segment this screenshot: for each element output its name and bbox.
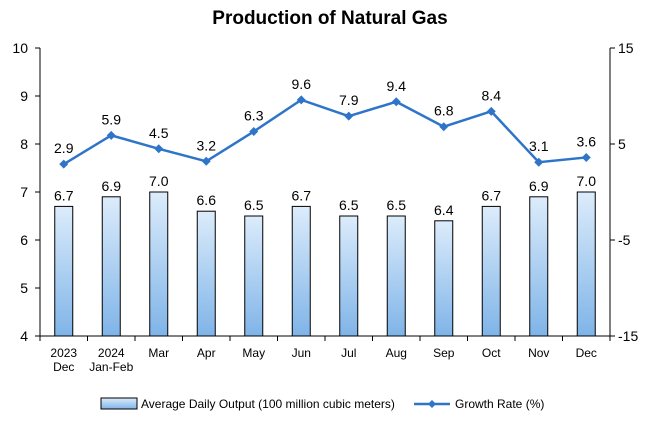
bar-data-label: 6.9 [102,178,122,194]
left-axis-tick-label: 9 [20,88,28,104]
bar-data-label: 6.9 [529,178,549,194]
left-axis-tick-label: 4 [20,328,28,344]
growth-rate-marker [391,97,401,107]
bar [386,215,406,337]
growth-rate-data-label: 6.8 [434,103,454,119]
x-axis-category-label: Nov [528,346,549,360]
growth-rate-marker [486,106,496,116]
x-axis-category-label: Oct [482,346,501,360]
bar [54,205,74,337]
growth-rate-marker [534,157,544,167]
growth-rate-line [63,98,587,166]
x-axis-category-label: Jan-Feb [89,360,133,374]
bar-data-label: 6.5 [339,197,359,213]
legend-bar-swatch [100,397,138,410]
bar-data-label: 6.4 [434,202,454,218]
bar-data-label: 6.5 [387,197,407,213]
left-axis-tick-label: 7 [20,184,28,200]
growth-rate-data-label: 9.6 [292,76,312,92]
left-axis-tick-label: 6 [20,232,28,248]
growth-rate-data-label: 6.3 [244,108,264,124]
growth-rate-data-label: 8.4 [482,87,502,103]
legend-line-marker [428,400,436,408]
x-axis-category-label: 2024 [98,346,125,360]
left-axis-tick-label: 10 [12,40,28,56]
x-axis-category-label: Apr [197,346,216,360]
growth-rate-data-label: 3.6 [577,133,597,149]
growth-rate-marker [296,95,306,105]
growth-rate-marker [439,122,449,132]
right-axis-tick-label: -5 [618,232,631,248]
growth-rate-marker [344,111,354,121]
bar-data-label: 6.7 [292,187,312,203]
growth-rate-data-label: 5.9 [102,111,122,127]
bar [196,210,216,337]
left-axis-tick-label: 8 [20,136,28,152]
growth-rate-marker [106,130,116,140]
bar-data-label: 7.0 [149,173,169,189]
growth-rate-data-label: 4.5 [149,125,169,141]
bar [244,215,264,337]
bar-data-label: 6.7 [54,187,74,203]
bar-data-label: 6.7 [482,187,502,203]
legend-bar-label: Average Daily Output (100 million cubic … [141,397,395,411]
bar [576,191,596,337]
x-axis-category-label: Sep [433,346,455,360]
bar [529,196,549,337]
growth-rate-data-label: 7.9 [339,92,359,108]
bar-data-label: 7.0 [577,173,597,189]
growth-rate-marker [581,152,591,162]
x-axis-category-label: Dec [576,346,597,360]
right-axis-tick-label: -15 [618,328,638,344]
growth-rate-marker [154,144,164,154]
growth-rate-data-label: 3.2 [197,137,217,153]
bar [291,205,311,337]
growth-rate-marker [59,159,69,169]
x-axis-category-label: Mar [148,346,169,360]
x-axis-category-label: Dec [53,360,74,374]
growth-rate-data-label: 9.4 [387,78,407,94]
right-axis-tick-label: 15 [618,40,634,56]
bar [149,191,169,337]
bar [101,196,121,337]
bar-data-label: 6.5 [244,197,264,213]
growth-rate-data-label: 2.9 [54,140,74,156]
right-axis-tick-label: 5 [618,136,626,152]
left-axis-tick-label: 5 [20,280,28,296]
growth-rate-marker [249,127,259,137]
x-axis-category-label: Aug [386,346,407,360]
chart-title: Production of Natural Gas [212,8,448,29]
x-axis-category-label: 2023 [50,346,77,360]
legend-line-label: Growth Rate (%) [455,397,544,411]
growth-rate-data-label: 3.1 [529,138,549,154]
bar [481,205,501,337]
bar-data-label: 6.6 [197,192,217,208]
x-axis-category-label: May [242,346,265,360]
x-axis-category-label: Jul [341,346,356,360]
growth-rate-marker [201,156,211,166]
bar [434,220,454,337]
bar [339,215,359,337]
x-axis-category-label: Jun [292,346,311,360]
